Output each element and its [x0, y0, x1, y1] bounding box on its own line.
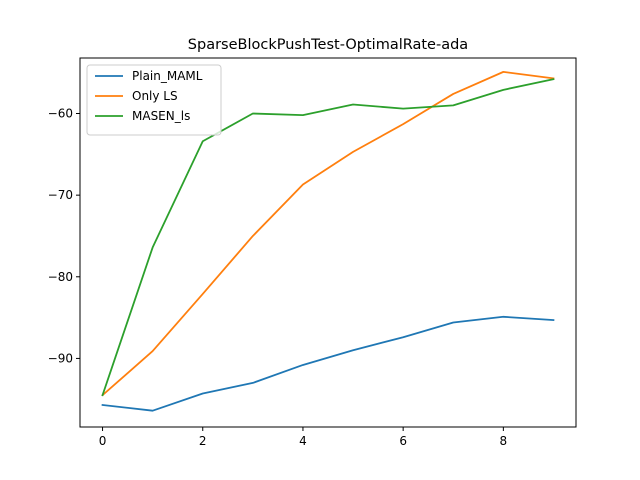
- x-tick-label: 2: [199, 434, 207, 448]
- legend-box: [86, 64, 222, 136]
- axes-layer: 0 2 4 6 8 −90 −80 −70 −60: [48, 57, 577, 448]
- series-line-plain-maml: [101, 315, 555, 412]
- series-line-only-ls: [101, 70, 555, 397]
- legend-label: Only LS: [132, 89, 178, 103]
- y-tick-label: −70: [48, 188, 73, 202]
- series-line-masen-ls: [101, 78, 555, 397]
- y-tick-label: −60: [48, 107, 73, 121]
- axes-frame: [79, 57, 577, 428]
- series-layer: [101, 70, 555, 412]
- x-tick-label: 8: [500, 434, 508, 448]
- x-tick-label: 0: [99, 434, 107, 448]
- y-tick-label: −80: [48, 270, 73, 284]
- legend-label: MASEN_ls: [132, 109, 190, 123]
- x-tick-label: 4: [299, 434, 307, 448]
- y-tick-label: −90: [48, 351, 73, 365]
- legend: Plain_MAML Only LS MASEN_ls: [86, 64, 222, 136]
- legend-label: Plain_MAML: [132, 69, 203, 83]
- x-tick-label: 6: [399, 434, 407, 448]
- chart-title: SparseBlockPushTest-OptimalRate-ada: [188, 37, 468, 53]
